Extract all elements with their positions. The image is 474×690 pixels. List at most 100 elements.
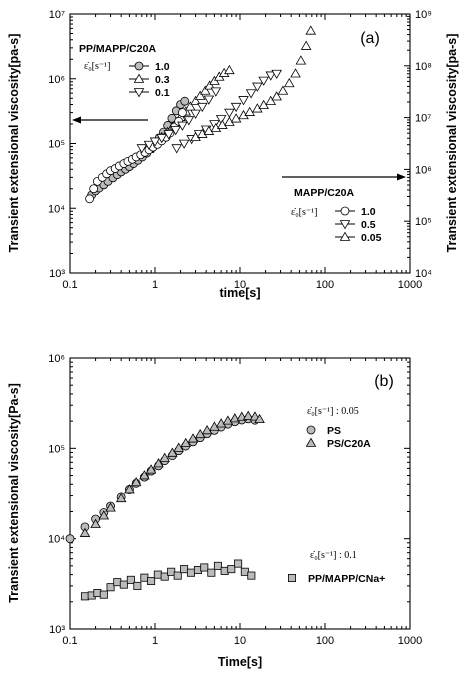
panel-a-0-05-point [277,85,289,95]
legend-pp-rate-label: ε̇₀[s⁻¹] [84,61,111,72]
panel-b-ps-c20a-point [254,413,265,424]
panel-b-ps-c20a-point [124,484,135,494]
panel-a-left-y-axis: 10³ 10⁴ 10⁵ 10⁶ 10⁷ [48,9,76,280]
panel-b-x-axis-label: Time[s] [218,655,262,669]
panel-b-x-tick-label: 10 [234,635,246,647]
panel-a-0-3-point [194,90,206,100]
ps-legend-marker [305,437,317,447]
arrow-left-to-left-axis [72,116,148,124]
panel-a-0-05-point [265,95,277,106]
pp-mapp-c20a-legend-marker [133,73,145,83]
panel-a-x-tick-label: 1 [152,279,158,291]
legend-pp-mapp-cna: PP/MAPP/CNa+ [287,573,385,585]
panel-a-1-0-point [85,194,94,204]
panel-b-pp-mapp-cna-point [160,572,169,581]
panel-b-pp-mapp-cna-point [180,565,189,574]
panel-a-0-5-point [190,109,201,119]
panel-a-0-05-point [283,77,295,88]
panel-a-0-5-point [163,130,175,140]
panel-a-y-axis-label: Transient extensional viscosity[pa-s] [7,34,21,253]
panel-a-x-tick-label: 10 [234,279,246,291]
panel-a-0-5-point [156,134,168,144]
panel-a-0-5-point [210,87,222,97]
panel-b-ps-c20a-point [180,437,192,447]
mapp-c20a-legend-label: 0.5 [361,219,376,231]
pp-mapp-cna-legend-marker [287,574,296,583]
panel-a-0-5-point [177,121,188,131]
panel-b-y-axis: 10³ 10⁴ 10⁵ 10⁶ [48,353,410,636]
legend-ps-rate-label: ε̇₀[s⁻¹] : 0.05 [307,406,359,417]
pp-mapp-c20a-legend-label: 0.1 [155,87,170,99]
panel-a-x-tick-label: 100 [316,279,334,291]
panel-b-ps-c20a-point [215,418,227,428]
mapp-c20a-legend-marker [339,220,351,230]
panel-a-0-05-point [295,55,307,65]
panel-b-ps-c20a-point [79,527,91,537]
panel-b-ps-c20a-point [98,510,110,520]
panel-b-label: (b) [374,373,394,390]
panel-a-right-y-axis: 10⁴ 10⁵ 10⁶ 10⁷ 10⁸ 10⁹ [404,9,432,280]
panel-b-pp-mapp-cna-point [80,592,89,601]
panel-a-0-05-point [217,119,228,129]
panel-b-pp-mapp-cna-point [126,575,135,584]
panel-a-x-tick-label: 1000 [398,279,422,291]
panel-a-0-05-point [271,91,282,101]
panel-a-0-3-point [190,95,201,106]
panel-b-ps-c20a-point [201,424,213,435]
panel-b-x-tick-label: 100 [316,635,334,647]
panel-a-0-5-point [196,102,208,113]
panel-a-0-3-point [184,101,196,111]
panel-a-1-0-point [177,108,187,118]
panel-a-0-05-point [300,40,312,50]
panel-a-0-05-point [290,68,301,78]
panel-b-ps-point [65,534,75,544]
panel-b-ps-c20a-point [153,458,164,468]
panel-b-pp-mapp-cna-point [173,571,182,580]
panel-b-y-axis-label: Transient extensional viscosity[Pa-s] [7,383,21,603]
panel-a-x-axis: 0.1 1 10 100 1000 [62,14,422,291]
panel-b-data-marks [65,410,265,601]
panel-a-y2-tick-label: 10⁸ [415,61,432,73]
panel-b-x-tick-label: 0.1 [62,635,77,647]
panel-a-0-05-point [305,25,317,35]
mapp-c20a-legend-marker [339,231,351,241]
panel-b-pp-mapp-cna-point [119,580,128,589]
panel-b-y-tick-label: 10³ [49,624,65,636]
panel-a-0-1-point [224,108,235,119]
panel-a-y2-tick-label: 10⁴ [415,268,432,280]
mapp-c20a-legend-marker [340,206,350,216]
panel-b-pp-mapp-cna-point [167,567,176,576]
legend-mapp-rate-label: ε̇₀[s⁻¹] [291,207,318,218]
panel-a-y2-tick-label: 10⁹ [415,9,432,21]
panel-a-0-1-point [245,89,257,99]
panel-a-0-1-point [171,144,182,154]
panel-a-0-1-point [238,96,249,106]
panel-b-ps-c20a-point [105,502,116,512]
panel-b-pp-mapp-cna-point [207,568,216,577]
panel-b-ps-c20a-point [159,452,170,462]
panel-b-pp-mapp-cna-point [186,568,195,577]
panel-b-ps-c20a-point [115,492,127,503]
panel-b-y-tick-label: 10⁶ [48,353,65,365]
legend-pp-mapp-c20a-title: PP/MAPP/C20A [79,43,156,55]
panel-b-x-axis: 0.1 1 10 100 1000 [62,358,422,647]
panel-b: 0.1 1 10 100 1000 10³ 10⁴ 10⁵ 10⁶ Time[s] Trans… [7,353,422,669]
panel-a-y-tick-label: 10⁶ [48,74,65,86]
pp-mapp-cna-legend-label: PP/MAPP/CNa+ [308,573,385,585]
panel-b-pp-mapp-cna-point [140,573,149,582]
panel-a-0-1-point [230,102,242,113]
pp-mapp-c20a-legend-marker [133,88,145,98]
panel-b-pp-mapp-cna-point [113,578,122,587]
ps-legend-marker [306,425,316,435]
panel-b-ps-c20a-point [242,410,254,420]
panel-b-pp-mapp-cna-point [234,559,243,568]
panel-a-0-3-point [204,80,215,90]
panel-a-0-5-point [203,95,215,105]
legend-mapp-c20a: 1.00.50.05 [335,206,382,244]
panel-a-0-5-point [136,144,148,154]
panel-b-y-tick-label: 10⁵ [48,443,65,455]
panel-b-y-tick-label: 10⁴ [48,534,65,546]
panel-a-y2-tick-label: 10⁶ [415,164,432,176]
